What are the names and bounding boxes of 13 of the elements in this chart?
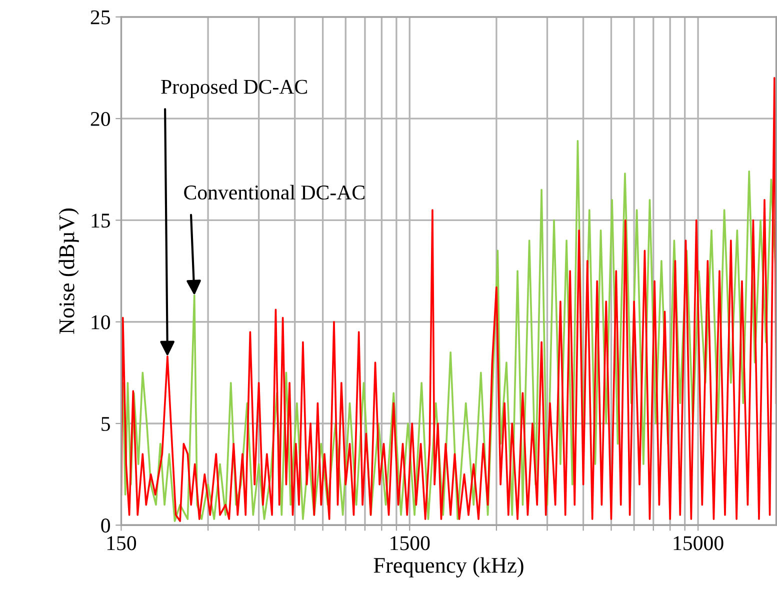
- y-tick-label: 10: [92, 315, 110, 330]
- annotation: Conventional DC-AC: [184, 184, 364, 200]
- annotation: Proposed DC-AC: [161, 79, 307, 98]
- x-tick-label: 150: [107, 536, 136, 550]
- x-axis-title: Frequency (kHz): [374, 557, 524, 578]
- y-tick-label: 25: [90, 10, 110, 24]
- y-tick-label: 20: [90, 112, 110, 126]
- y-tick-label: 15: [92, 214, 110, 228]
- y-axis-title: Noise (dBµV): [58, 208, 79, 334]
- x-tick-label: 15000: [674, 536, 724, 550]
- y-tick-label: 5: [102, 417, 110, 431]
- y-tick-label: 0: [101, 518, 110, 533]
- x-tick-label: 1500: [390, 536, 430, 550]
